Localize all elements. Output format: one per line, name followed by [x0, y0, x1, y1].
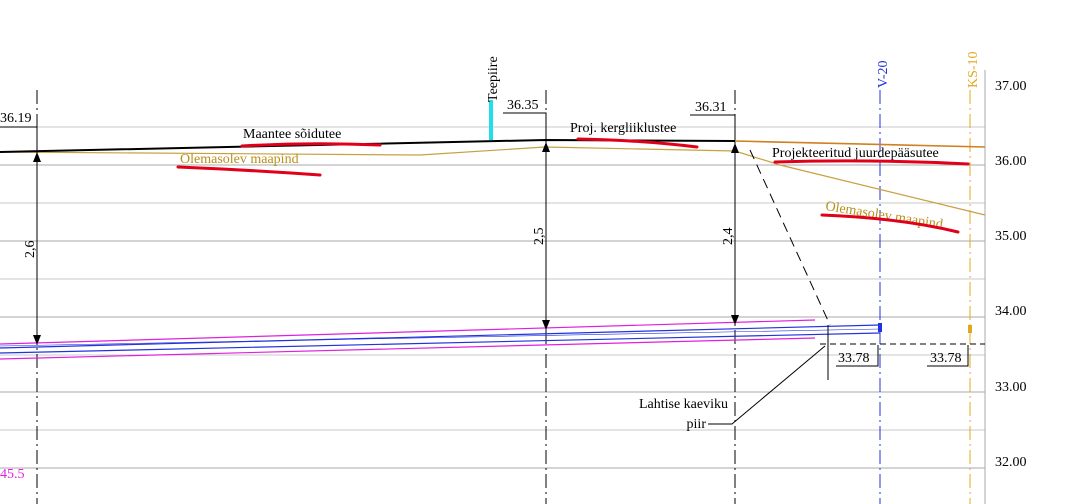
elevation-label: 36.00	[995, 154, 1027, 169]
dimensions	[0, 112, 969, 425]
elevation-label: 35.00	[995, 229, 1027, 244]
depth-label: 2,5	[532, 228, 547, 246]
elevation-label: 37.00	[995, 79, 1027, 94]
depth-label: 2,4	[721, 228, 736, 246]
elevation-label: 33.00	[995, 380, 1027, 395]
texts: 36.19 36.35 36.31 33.78 33.78 2,6 2,5 2,…	[0, 51, 981, 482]
road-label: Maantee sõidutee	[243, 127, 341, 142]
road-edge-label: Teepiire	[486, 56, 501, 102]
trench-label: piir	[687, 417, 707, 432]
scale-labels: 37.00 36.00 35.00 34.00 33.00 32.00	[995, 79, 1027, 470]
level-label: 33.78	[838, 351, 870, 366]
axes	[36, 90, 971, 504]
level-label: 36.31	[695, 100, 727, 115]
level-label: 36.19	[0, 111, 32, 126]
pipe-length-label: 45.5	[0, 467, 25, 482]
level-label: 36.35	[507, 98, 539, 113]
level-label: 33.78	[930, 351, 962, 366]
profile-lines	[0, 100, 986, 360]
well-label: KS-10	[966, 51, 981, 88]
bike-path-label: Proj. kergliiklustee	[570, 121, 676, 136]
well-label: V-20	[876, 61, 891, 89]
access-road-label: Projekteeritud juurdepääsutee	[772, 146, 939, 161]
ground-label: Olemasolev maapind	[180, 152, 299, 167]
red-annotations	[176, 137, 970, 234]
elevation-label: 32.00	[995, 455, 1027, 470]
depth-label: 2,6	[23, 241, 38, 259]
trench-label: Lahtise kaeviku	[639, 397, 728, 412]
elevation-label: 34.00	[995, 304, 1027, 319]
